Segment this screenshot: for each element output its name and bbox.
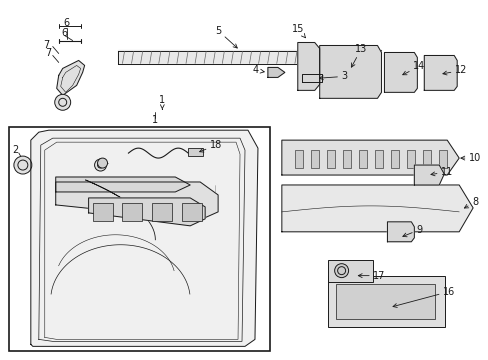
Polygon shape [281, 185, 472, 232]
Polygon shape [281, 140, 458, 175]
Polygon shape [31, 130, 258, 346]
Circle shape [14, 156, 32, 174]
Polygon shape [384, 53, 416, 92]
Text: 15: 15 [291, 24, 305, 38]
Bar [374, 150, 382, 168]
Text: 13: 13 [351, 44, 367, 67]
Text: 16: 16 [392, 287, 454, 307]
Text: 5: 5 [215, 26, 237, 48]
Bar [188, 148, 203, 156]
Text: 11: 11 [430, 167, 452, 177]
Polygon shape [301, 75, 321, 82]
Circle shape [98, 158, 107, 168]
Polygon shape [319, 45, 381, 98]
Bar [438, 150, 447, 168]
Polygon shape [267, 67, 285, 77]
Polygon shape [413, 165, 443, 185]
Polygon shape [386, 222, 413, 242]
Text: 12: 12 [442, 66, 467, 76]
Text: 17: 17 [358, 271, 385, 281]
Bar [310, 150, 318, 168]
Polygon shape [88, 198, 205, 226]
Polygon shape [56, 182, 218, 220]
Text: 10: 10 [460, 153, 480, 163]
Polygon shape [118, 50, 381, 64]
Text: 9: 9 [402, 225, 422, 237]
Polygon shape [424, 55, 456, 90]
Text: 1: 1 [152, 115, 158, 125]
Text: 6: 6 [61, 28, 68, 37]
Bar [122, 203, 142, 221]
Circle shape [55, 94, 71, 110]
Bar [390, 150, 398, 168]
Polygon shape [57, 60, 84, 95]
Text: 18: 18 [199, 140, 222, 152]
Bar [152, 203, 172, 221]
Polygon shape [297, 42, 319, 90]
Text: 1: 1 [159, 95, 165, 109]
Text: 2: 2 [12, 145, 18, 155]
Circle shape [94, 159, 106, 171]
Bar [327, 276, 444, 328]
Circle shape [320, 73, 330, 84]
Bar [294, 150, 302, 168]
Text: 6: 6 [63, 18, 70, 28]
Text: 14: 14 [402, 62, 425, 75]
Bar [342, 150, 350, 168]
Polygon shape [56, 177, 190, 192]
Text: 3: 3 [319, 71, 347, 81]
Bar [335, 284, 434, 319]
Bar [422, 150, 430, 168]
Bar [182, 203, 202, 221]
Text: 8: 8 [464, 197, 477, 208]
Bar [9, 127, 269, 351]
Text: 7: 7 [43, 40, 50, 50]
Bar [327, 260, 372, 282]
Text: 4: 4 [252, 66, 264, 76]
Bar [358, 150, 366, 168]
Bar [326, 150, 334, 168]
Text: 7: 7 [45, 49, 52, 58]
Circle shape [334, 264, 348, 278]
Bar [407, 150, 414, 168]
Bar [92, 203, 112, 221]
